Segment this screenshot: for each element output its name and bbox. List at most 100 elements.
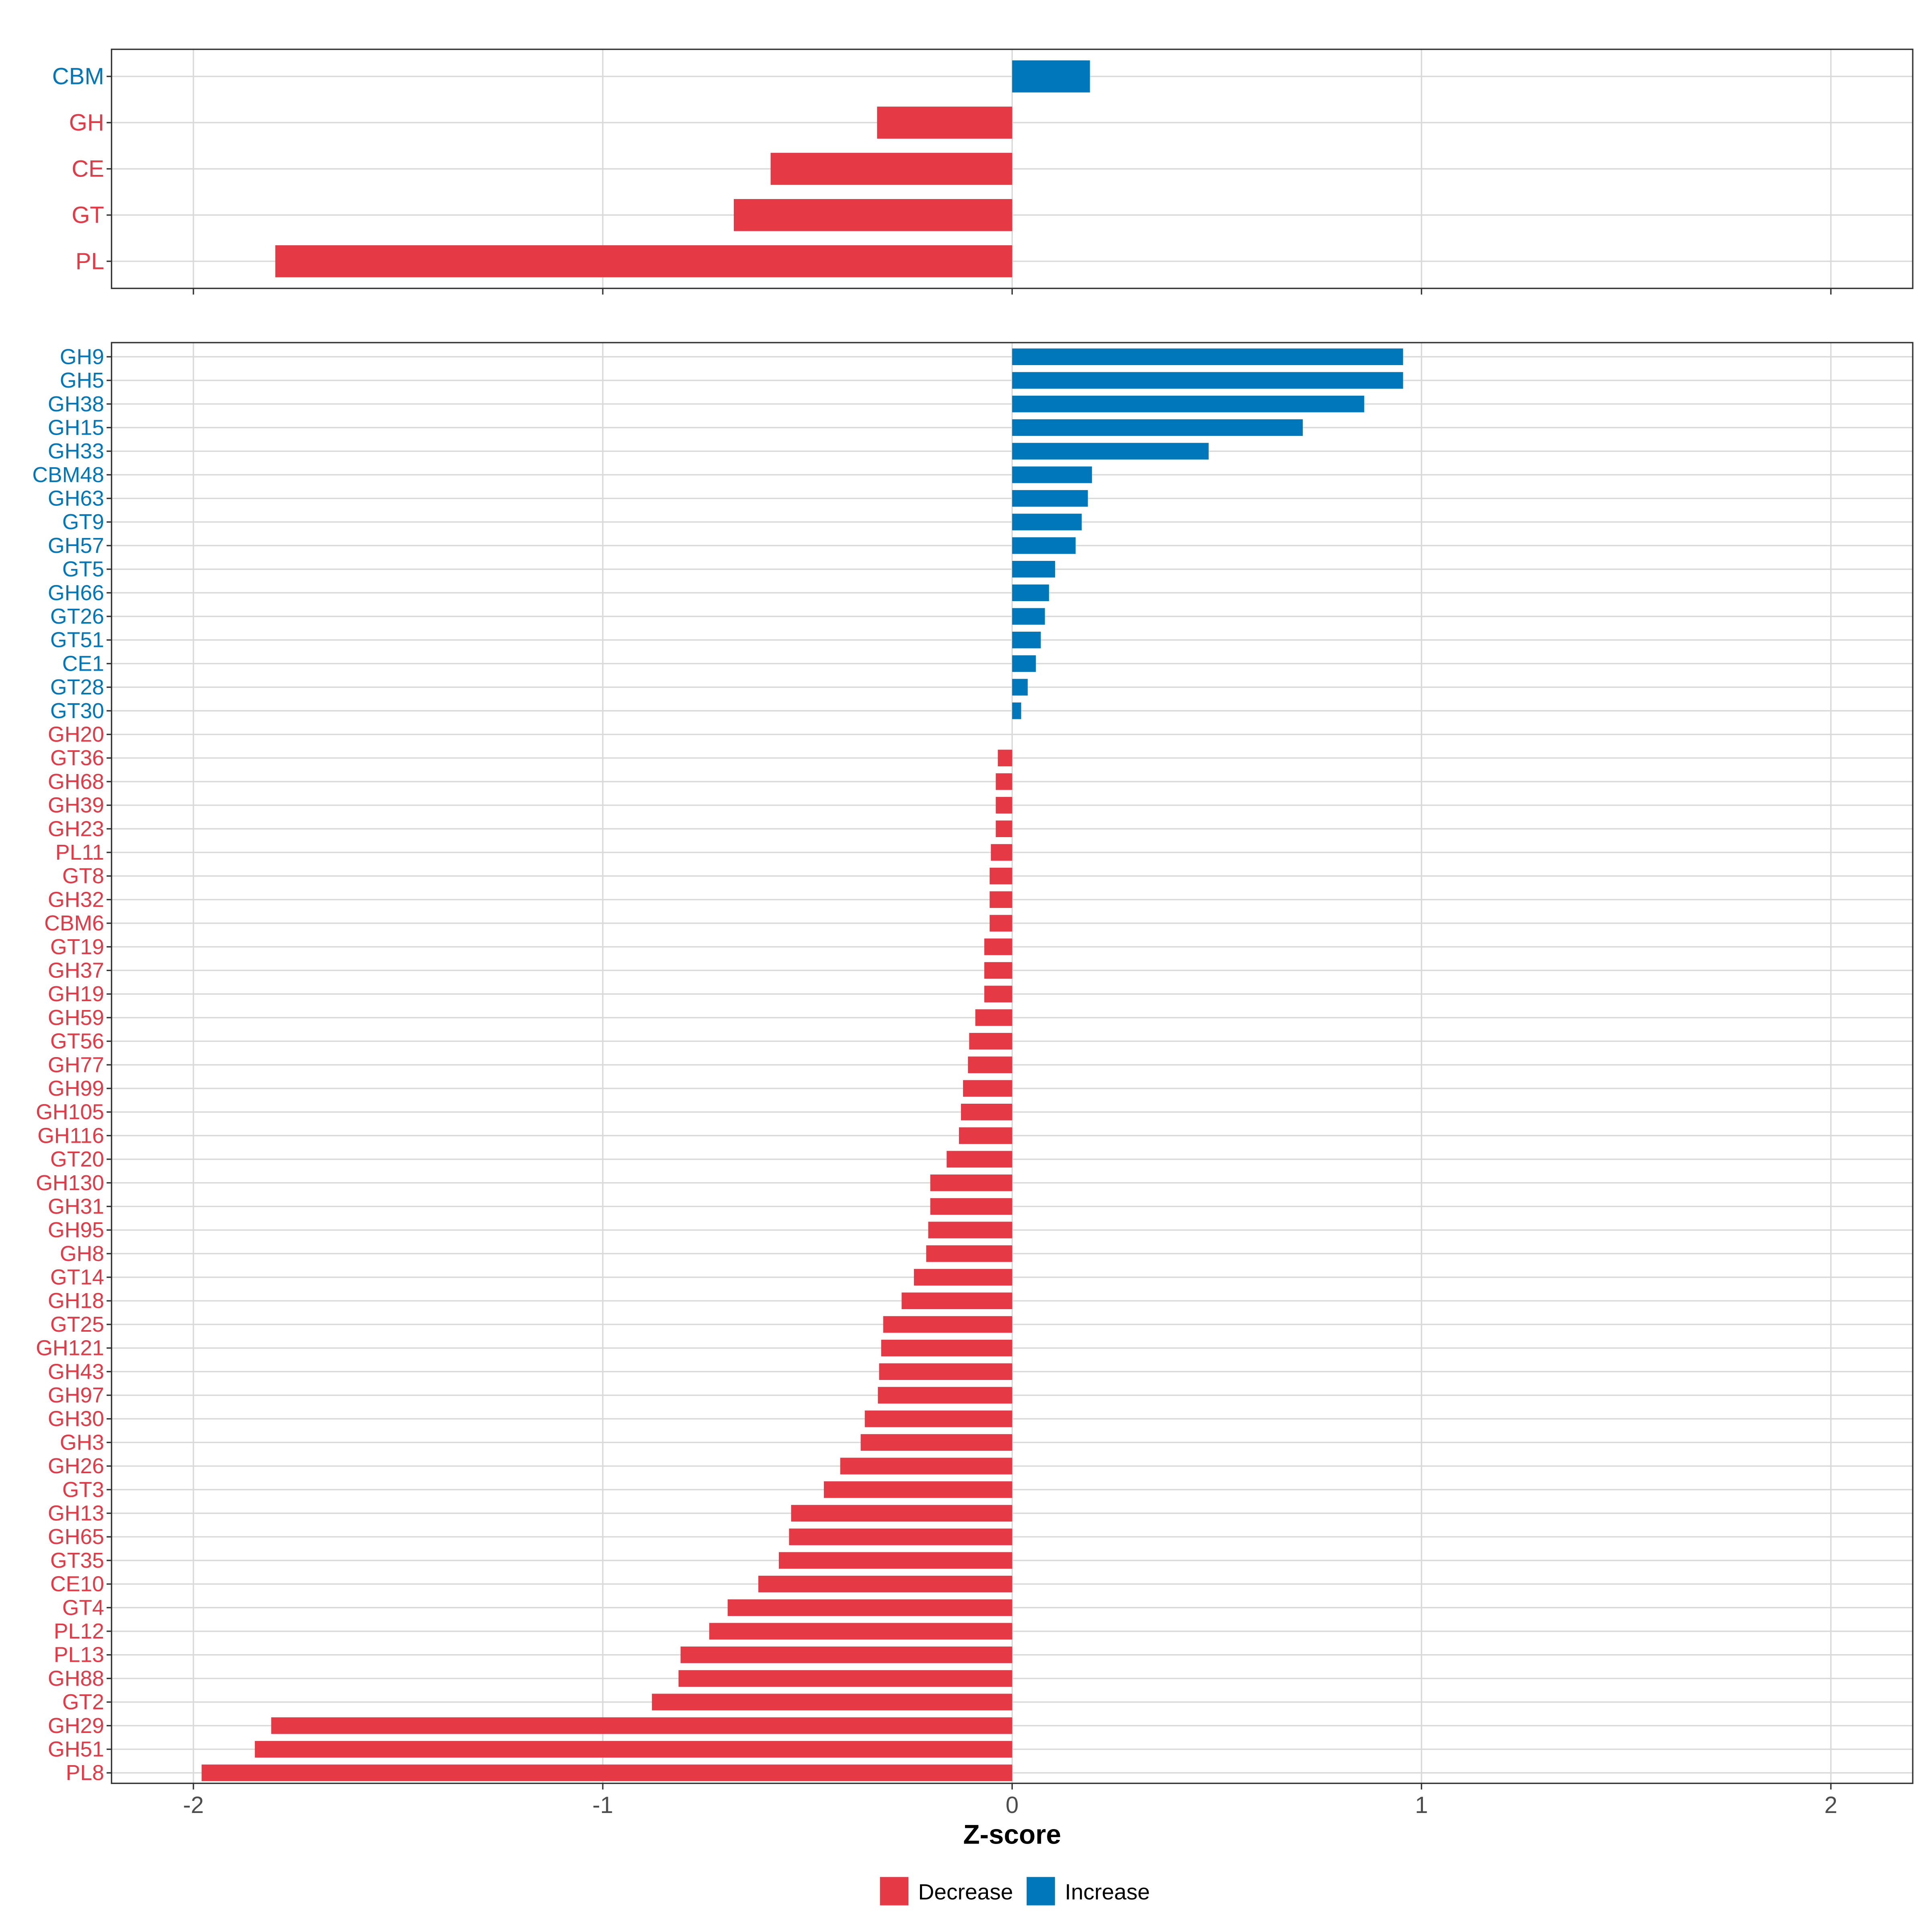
legend-swatch-decrease <box>880 1877 908 1905</box>
bar-cbm <box>1012 60 1090 92</box>
y-tick-label: PL <box>76 248 104 274</box>
y-tick-label: GH20 <box>48 723 104 747</box>
bar-pl12 <box>709 1623 1012 1639</box>
bar-gh29 <box>271 1717 1012 1734</box>
bar-gh32 <box>990 891 1012 908</box>
bar-gh23 <box>996 821 1012 837</box>
bar-pl <box>275 245 1012 277</box>
y-tick-label: GH31 <box>48 1194 104 1218</box>
bar-gt35 <box>779 1552 1012 1569</box>
y-tick-label: GH5 <box>60 368 104 392</box>
bar-gh95 <box>928 1222 1012 1238</box>
y-tick-label: GT19 <box>50 935 104 959</box>
bar-gh5 <box>1012 372 1403 388</box>
y-tick-label: GH3 <box>60 1430 104 1454</box>
y-tick-label: PL13 <box>54 1643 104 1667</box>
y-tick-label: GH68 <box>48 770 104 794</box>
bar-gh13 <box>791 1505 1012 1521</box>
bar-gt51 <box>1012 632 1041 648</box>
bar-gt9 <box>1012 514 1082 530</box>
panel-bottom: GH9GH5GH38GH15GH33CBM48GH63GT9GH57GT5GH6… <box>32 343 1913 1850</box>
y-tick-label: GH26 <box>48 1454 104 1478</box>
bar-gt20 <box>947 1151 1012 1167</box>
bar-gt26 <box>1012 608 1045 624</box>
bar-gt30 <box>1012 702 1021 719</box>
bar-gh130 <box>930 1174 1012 1191</box>
bar-gh15 <box>1012 419 1303 436</box>
y-tick-label: GT26 <box>50 604 104 628</box>
y-tick-label: GH66 <box>48 581 104 605</box>
y-tick-label: GH15 <box>48 415 104 439</box>
bar-gh39 <box>996 797 1012 813</box>
y-tick-label: GH51 <box>48 1737 104 1761</box>
y-tick-label: GT25 <box>50 1312 104 1337</box>
bar-cbm48 <box>1012 466 1092 483</box>
bar-gh43 <box>879 1363 1012 1380</box>
x-tick-label: -2 <box>183 1792 204 1818</box>
bar-gh57 <box>1012 537 1076 554</box>
bar-ce10 <box>758 1576 1012 1592</box>
y-tick-label: CBM <box>52 64 104 90</box>
y-tick-label: GT30 <box>50 699 104 723</box>
legend-label-decrease: Decrease <box>918 1879 1013 1904</box>
legend-label-increase: Increase <box>1065 1879 1150 1904</box>
y-tick-label: GT <box>72 202 104 228</box>
bar-gh97 <box>878 1387 1012 1403</box>
bar-gt25 <box>883 1316 1012 1332</box>
y-tick-label: GH18 <box>48 1289 104 1313</box>
bar-gt14 <box>914 1269 1012 1285</box>
y-tick-label: PL12 <box>54 1619 104 1643</box>
y-tick-label: GH13 <box>48 1501 104 1525</box>
y-tick-label: GT20 <box>50 1147 104 1171</box>
bar-gh116 <box>959 1127 1012 1144</box>
y-tick-label: GH38 <box>48 392 104 416</box>
y-tick-label: GT14 <box>50 1265 104 1289</box>
chart-scale-group: CBMGHCEGTPLGH9GH5GH38GH15GH33CBM48GH63GT… <box>32 49 1913 1905</box>
y-tick-label: GH29 <box>48 1714 104 1738</box>
bar-gh99 <box>963 1080 1012 1096</box>
bar-gh77 <box>968 1057 1012 1073</box>
bar-gt36 <box>998 750 1012 766</box>
y-tick-label: GH130 <box>36 1171 104 1195</box>
x-axis-title: Z-score <box>963 1819 1061 1850</box>
y-tick-label: GH65 <box>48 1525 104 1549</box>
bar-gh59 <box>975 1009 1012 1026</box>
bar-gh26 <box>840 1458 1012 1474</box>
y-tick-label: GH121 <box>36 1336 104 1360</box>
y-tick-label: GT2 <box>62 1690 104 1714</box>
y-tick-label: GH39 <box>48 793 104 817</box>
y-tick-label: GT28 <box>50 675 104 699</box>
legend: Decrease Increase <box>880 1877 1150 1905</box>
y-tick-label: GT36 <box>50 746 104 770</box>
x-tick-label: 1 <box>1415 1792 1428 1818</box>
bar-gh66 <box>1012 585 1049 601</box>
bar-gh88 <box>678 1670 1012 1687</box>
bar-gh65 <box>789 1529 1012 1545</box>
bar-gt56 <box>969 1033 1012 1049</box>
y-tick-label: GH23 <box>48 817 104 841</box>
y-tick-label: GH8 <box>60 1242 104 1266</box>
y-tick-label: GT3 <box>62 1478 104 1502</box>
bar-gt <box>734 199 1012 231</box>
y-tick-label: GH43 <box>48 1359 104 1384</box>
bar-gt4 <box>728 1599 1012 1616</box>
bar-gh8 <box>926 1245 1012 1262</box>
bar-gt3 <box>824 1481 1012 1498</box>
bar-cbm6 <box>990 915 1012 931</box>
bar-gh18 <box>901 1293 1012 1309</box>
x-tick-label: 0 <box>1006 1792 1018 1818</box>
bar-gh19 <box>984 986 1012 1002</box>
bar-pl13 <box>681 1647 1012 1663</box>
bar-gt8 <box>990 868 1012 884</box>
bar-ce <box>771 153 1012 185</box>
y-tick-label: GH32 <box>48 887 104 912</box>
y-tick-label: GT8 <box>62 864 104 888</box>
y-tick-label: GT4 <box>62 1595 104 1620</box>
y-tick-label: GH97 <box>48 1383 104 1407</box>
bar-gh31 <box>930 1198 1012 1215</box>
y-tick-label: CE <box>72 156 104 182</box>
bar-gh37 <box>984 962 1012 979</box>
bar-gh3 <box>861 1434 1012 1451</box>
